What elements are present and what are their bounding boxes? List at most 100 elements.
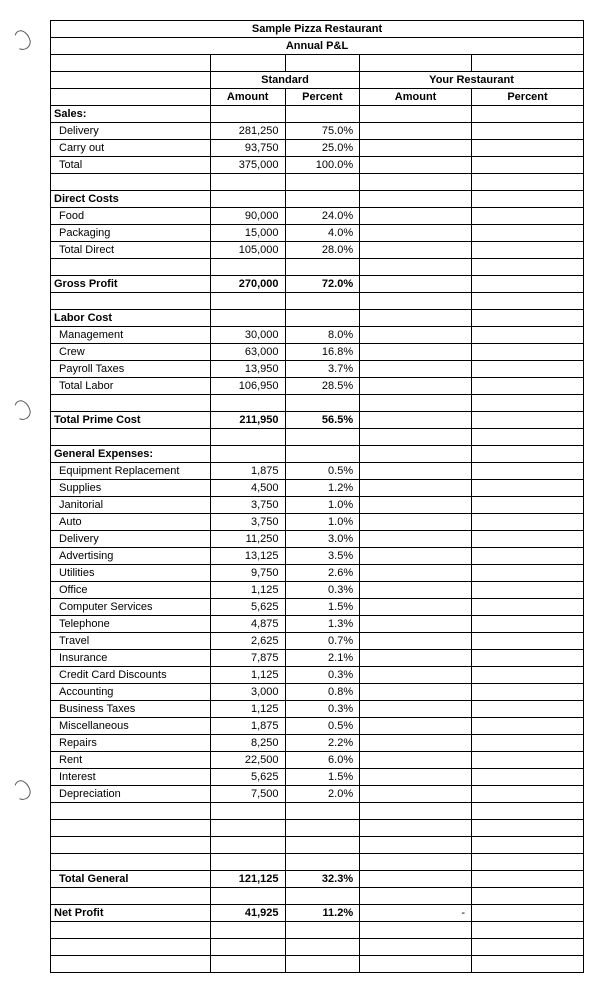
row-percent: 28.0% (285, 242, 360, 259)
row-label: Miscellaneous (51, 718, 211, 735)
your-percent (472, 616, 584, 633)
row-label: Supplies (51, 480, 211, 497)
your-percent (472, 463, 584, 480)
your-percent (472, 769, 584, 786)
row-amount: 15,000 (210, 225, 285, 242)
your-amount (360, 497, 472, 514)
title-1: Sample Pizza Restaurant (51, 21, 584, 38)
row-amount: 375,000 (210, 157, 285, 174)
total-label: Total General (51, 871, 211, 888)
your-percent (472, 667, 584, 684)
row-percent: 3.7% (285, 361, 360, 378)
your-amount (360, 327, 472, 344)
your-amount (360, 514, 472, 531)
your-amount (360, 667, 472, 684)
row-label: Carry out (51, 140, 211, 157)
row-label: Interest (51, 769, 211, 786)
your-amount (360, 208, 472, 225)
row-amount: 7,500 (210, 786, 285, 803)
title-2: Annual P&L (51, 38, 584, 55)
your-amount (360, 684, 472, 701)
row-label: Food (51, 208, 211, 225)
total-amount: 121,125 (210, 871, 285, 888)
total-amount: 41,925 (210, 905, 285, 922)
your-amount (360, 378, 472, 395)
row-label: Computer Services (51, 599, 211, 616)
row-label: Utilities (51, 565, 211, 582)
your-percent (472, 531, 584, 548)
row-percent: 1.2% (285, 480, 360, 497)
row-percent: 1.5% (285, 599, 360, 616)
row-percent: 0.3% (285, 667, 360, 684)
your-percent (472, 480, 584, 497)
row-amount: 3,750 (210, 497, 285, 514)
section-label: Direct Costs (51, 191, 211, 208)
row-percent: 1.0% (285, 514, 360, 531)
your-percent (472, 786, 584, 803)
row-percent: 6.0% (285, 752, 360, 769)
row-percent: 75.0% (285, 123, 360, 140)
row-label: Equipment Replacement (51, 463, 211, 480)
row-amount: 11,250 (210, 531, 285, 548)
row-percent: 1.0% (285, 497, 360, 514)
row-label: Total Direct (51, 242, 211, 259)
your-amount: - (360, 905, 472, 922)
your-percent (472, 157, 584, 174)
row-percent: 1.3% (285, 616, 360, 633)
row-amount: 13,950 (210, 361, 285, 378)
hdr-amount-1: Amount (210, 89, 285, 106)
row-percent: 0.3% (285, 582, 360, 599)
row-label: Business Taxes (51, 701, 211, 718)
your-percent (472, 633, 584, 650)
your-percent (472, 208, 584, 225)
your-percent (472, 752, 584, 769)
row-label: Rent (51, 752, 211, 769)
your-percent (472, 548, 584, 565)
row-percent: 3.5% (285, 548, 360, 565)
your-amount (360, 548, 472, 565)
your-amount (360, 412, 472, 429)
row-amount: 2,625 (210, 633, 285, 650)
total-label: Gross Profit (51, 276, 211, 293)
row-amount: 5,625 (210, 599, 285, 616)
your-percent (472, 599, 584, 616)
row-label: Janitorial (51, 497, 211, 514)
row-amount: 8,250 (210, 735, 285, 752)
your-amount (360, 361, 472, 378)
row-percent: 24.0% (285, 208, 360, 225)
section-label: Labor Cost (51, 310, 211, 327)
row-label: Delivery (51, 531, 211, 548)
your-percent (472, 582, 584, 599)
row-percent: 2.0% (285, 786, 360, 803)
your-amount (360, 276, 472, 293)
row-percent: 25.0% (285, 140, 360, 157)
row-percent: 0.5% (285, 718, 360, 735)
row-percent: 100.0% (285, 157, 360, 174)
row-label: Management (51, 327, 211, 344)
row-label: Total Labor (51, 378, 211, 395)
row-label: Packaging (51, 225, 211, 242)
your-amount (360, 225, 472, 242)
your-amount (360, 140, 472, 157)
your-percent (472, 327, 584, 344)
row-percent: 16.8% (285, 344, 360, 361)
your-percent (472, 242, 584, 259)
your-amount (360, 582, 472, 599)
pnl-table: Sample Pizza RestaurantAnnual P&LStandar… (50, 20, 584, 973)
row-amount: 3,750 (210, 514, 285, 531)
your-amount (360, 344, 472, 361)
total-amount: 270,000 (210, 276, 285, 293)
row-amount: 1,125 (210, 582, 285, 599)
your-percent (472, 378, 584, 395)
your-percent (472, 684, 584, 701)
your-percent (472, 123, 584, 140)
row-amount: 1,875 (210, 718, 285, 735)
your-amount (360, 463, 472, 480)
row-amount: 4,500 (210, 480, 285, 497)
your-percent (472, 344, 584, 361)
your-amount (360, 735, 472, 752)
row-label: Depreciation (51, 786, 211, 803)
your-amount (360, 123, 472, 140)
section-label: General Expenses: (51, 446, 211, 463)
total-label: Net Profit (51, 905, 211, 922)
